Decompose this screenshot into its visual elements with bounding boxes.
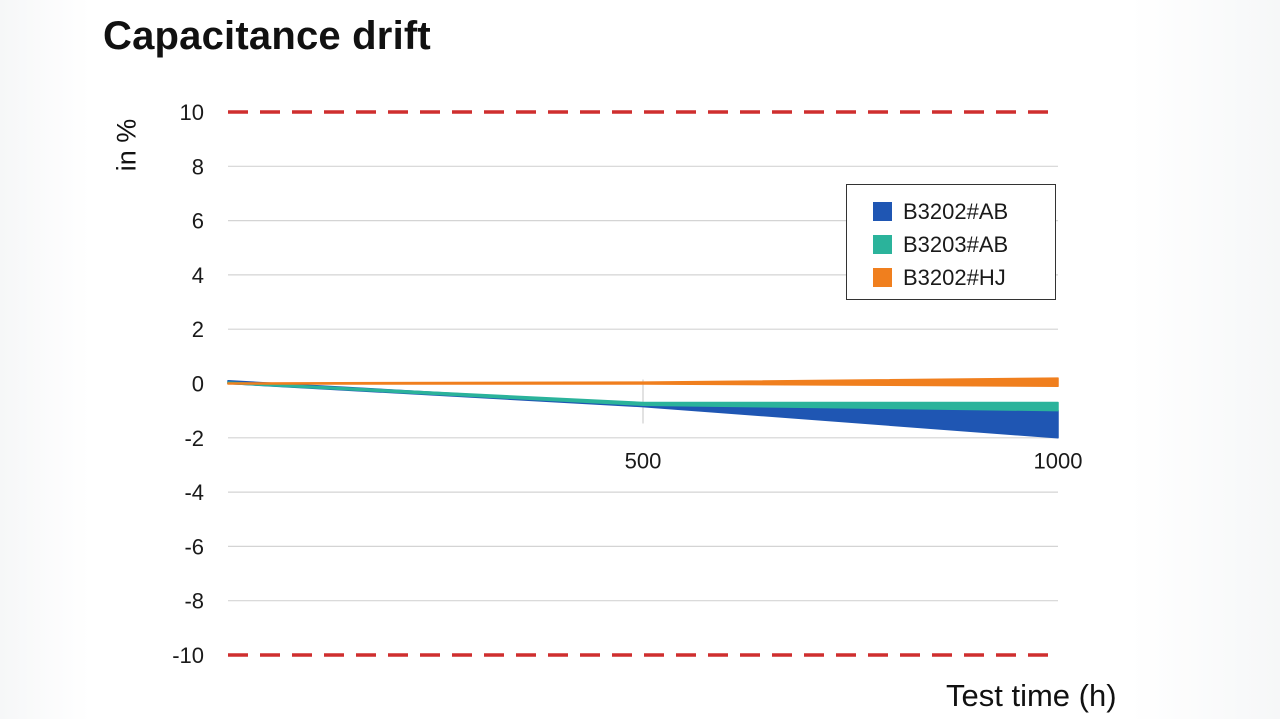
x-tick-labels: 500 1000 xyxy=(625,449,1083,474)
legend-label: B3202#HJ xyxy=(903,264,1006,290)
y-tick-label: 8 xyxy=(192,154,204,179)
chart-legend: B3202#AB B3203#AB B3202#HJ xyxy=(846,184,1056,300)
chart-title: Capacitance drift xyxy=(103,14,431,58)
x-tick-label: 500 xyxy=(625,449,662,474)
y-tick-label: 6 xyxy=(192,209,204,234)
x-axis-label: Test time (h) xyxy=(946,678,1117,713)
series-areas xyxy=(227,377,1059,439)
limit-lines xyxy=(228,110,1058,657)
legend-swatch xyxy=(873,202,892,221)
legend-label: B3202#AB xyxy=(903,198,1009,224)
y-tick-labels: 10 8 6 4 2 0 -2 -4 -6 -8 -10 xyxy=(172,100,204,668)
legend-swatch xyxy=(873,235,892,254)
y-tick-label: 2 xyxy=(192,317,204,342)
y-tick-label: -4 xyxy=(184,480,204,505)
y-tick-label: 10 xyxy=(180,100,204,125)
y-tick-label: -8 xyxy=(184,589,204,614)
y-tick-label: 0 xyxy=(192,372,204,397)
legend-swatch xyxy=(873,268,892,287)
legend-label: B3203#AB xyxy=(903,231,1009,257)
legend-item: B3202#AB xyxy=(873,195,1055,228)
x-tick-label: 1000 xyxy=(1034,449,1083,474)
y-tick-label: -10 xyxy=(172,643,204,668)
legend-item: B3203#AB xyxy=(873,228,1055,261)
series-area-3 xyxy=(227,377,1059,387)
legend-item: B3202#HJ xyxy=(873,261,1055,294)
y-tick-label: 4 xyxy=(192,263,204,288)
y-tick-label: -6 xyxy=(184,534,204,559)
y-tick-label: -2 xyxy=(184,426,204,451)
